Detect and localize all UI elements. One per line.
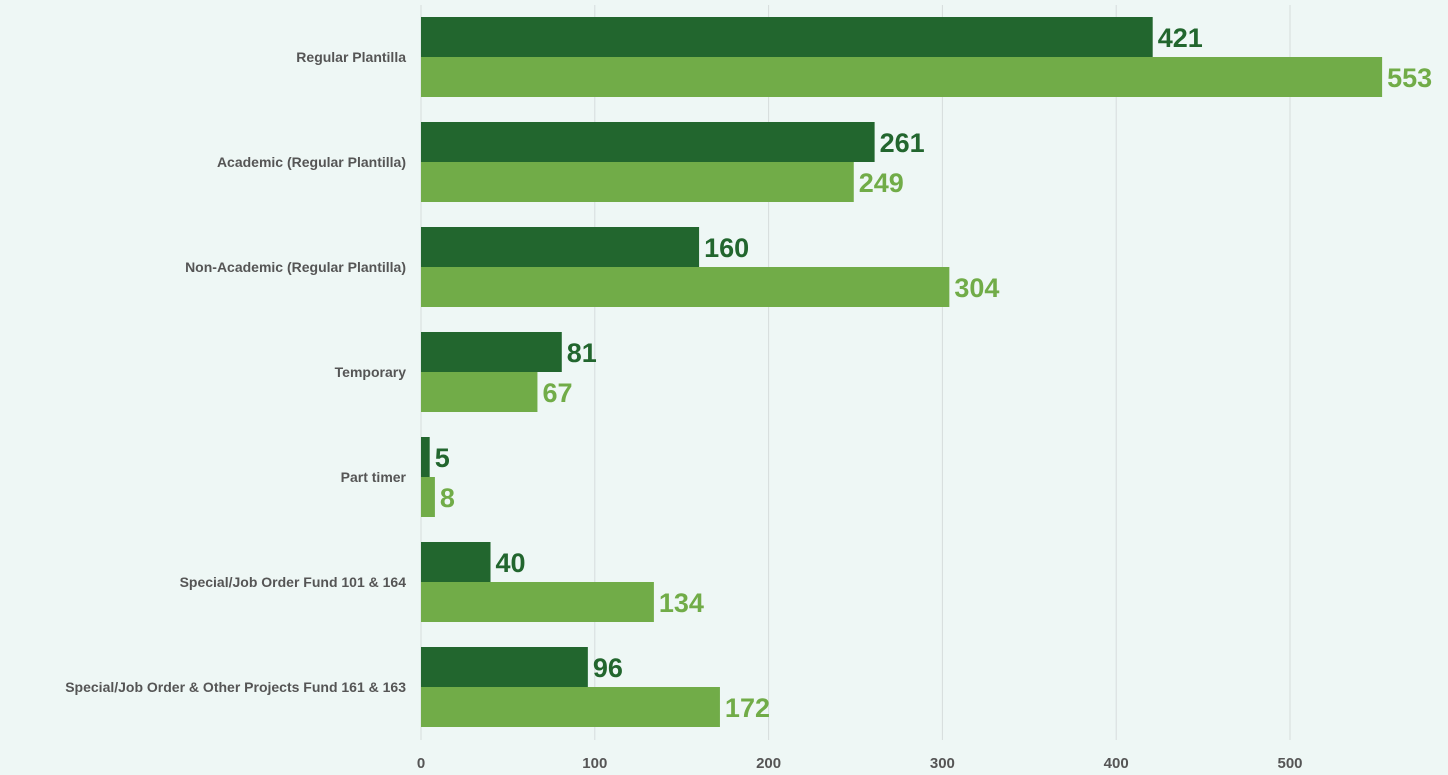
bar — [421, 122, 875, 162]
data-label: 96 — [593, 653, 623, 683]
x-tick-label: 100 — [582, 755, 607, 772]
data-label: 8 — [440, 483, 455, 513]
data-label: 81 — [567, 338, 597, 368]
data-label: 5 — [435, 443, 450, 473]
data-label: 261 — [880, 128, 925, 158]
category-label: Academic (Regular Plantilla) — [217, 154, 406, 170]
x-tick-label: 0 — [417, 755, 425, 772]
bar — [421, 647, 588, 687]
category-label: Part timer — [341, 469, 407, 485]
x-tick-label: 500 — [1277, 755, 1302, 772]
x-tick-label: 200 — [756, 755, 781, 772]
gridlines — [420, 5, 1291, 740]
bar — [421, 477, 435, 517]
data-label: 160 — [704, 233, 749, 263]
data-label: 40 — [496, 548, 526, 578]
data-label: 134 — [659, 588, 704, 618]
data-label: 172 — [725, 693, 770, 723]
x-tick-label: 400 — [1104, 755, 1129, 772]
category-label: Regular Plantilla — [296, 49, 406, 65]
bar — [421, 57, 1383, 97]
bar — [421, 542, 491, 582]
category-label: Special/Job Order & Other Projects Fund … — [65, 679, 406, 695]
bar — [421, 332, 562, 372]
bar — [421, 372, 538, 412]
data-label: 553 — [1387, 63, 1432, 93]
bar — [421, 687, 720, 727]
data-label: 67 — [542, 378, 572, 408]
data-label: 249 — [859, 168, 904, 198]
bars — [421, 17, 1383, 727]
category-label: Special/Job Order Fund 101 & 164 — [180, 574, 407, 590]
bar — [421, 437, 430, 477]
data-label: 304 — [954, 273, 999, 303]
bar — [421, 267, 950, 307]
bar — [421, 17, 1153, 57]
category-label: Non-Academic (Regular Plantilla) — [185, 259, 406, 275]
data-label: 421 — [1158, 23, 1203, 53]
bar — [421, 227, 700, 267]
bar — [421, 582, 654, 622]
category-label: Temporary — [335, 364, 407, 380]
x-tick-label: 300 — [930, 755, 955, 772]
labels: 0 100 200 300 400 500 Regular Plantilla 421 553 A… — [65, 23, 1432, 772]
bar — [421, 162, 854, 202]
